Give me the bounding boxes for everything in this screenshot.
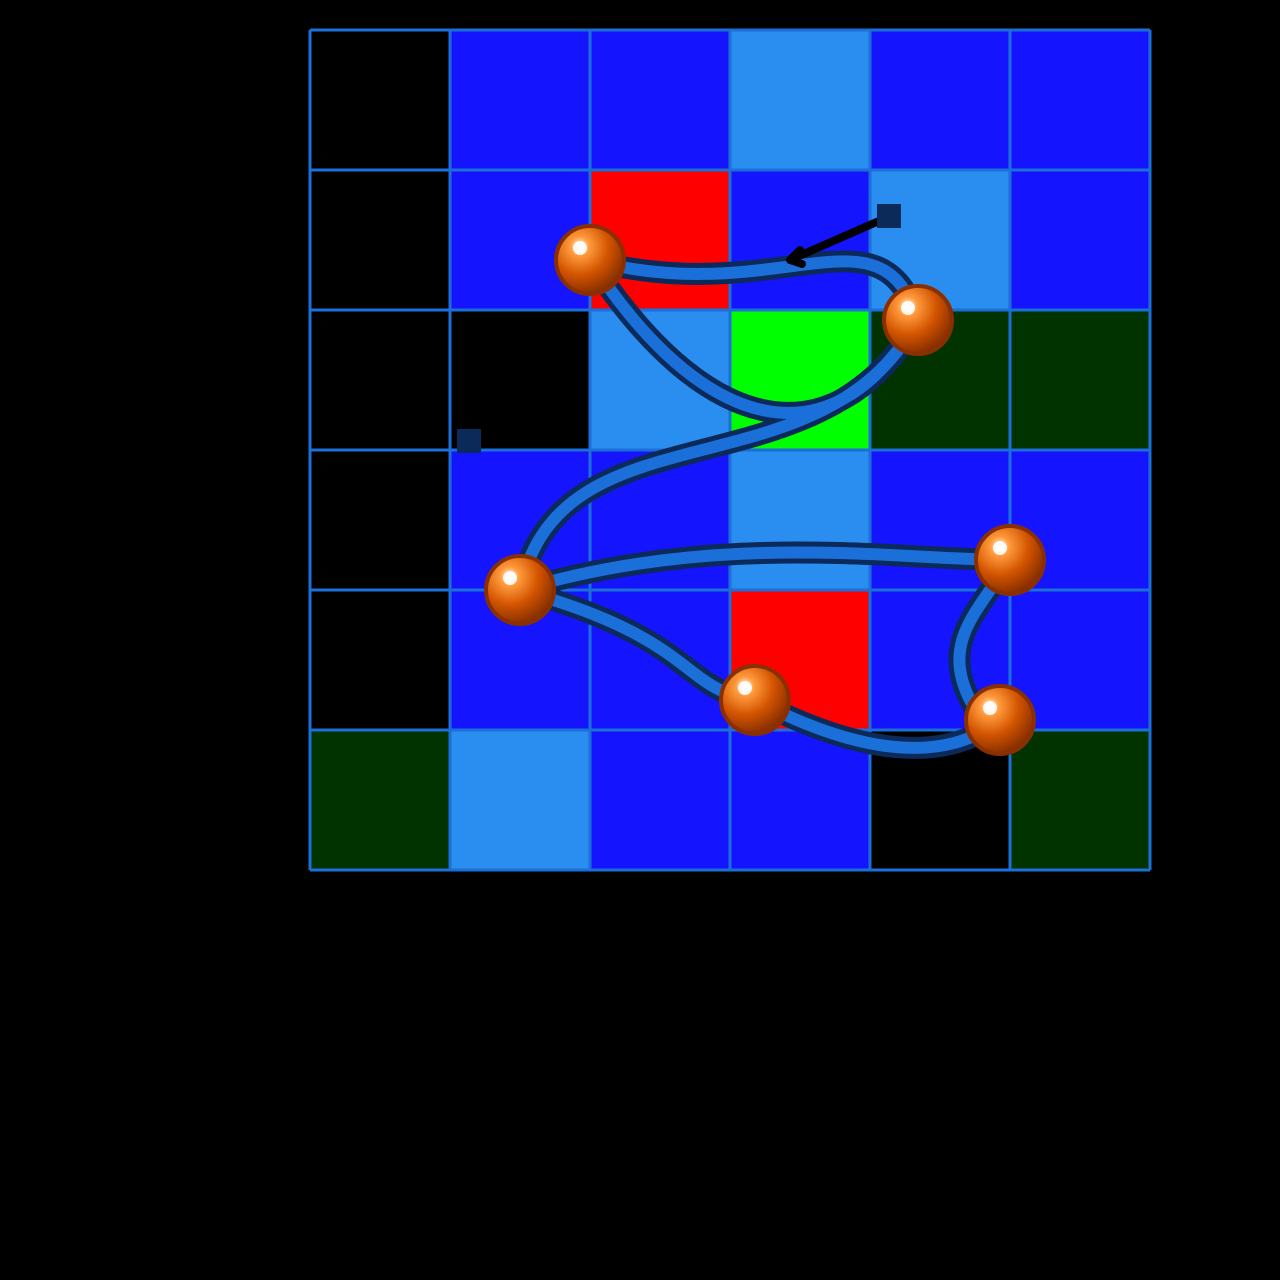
- grid-cell: [1010, 170, 1150, 310]
- grid-cell: [590, 730, 730, 870]
- grid-cell: [730, 170, 870, 310]
- node-highlight: [738, 681, 752, 695]
- node-highlight: [573, 241, 587, 255]
- node-highlight: [901, 301, 915, 315]
- grid-cell: [590, 30, 730, 170]
- node-highlight: [993, 541, 1007, 555]
- node-circle: [966, 686, 1034, 754]
- grid-cell: [310, 170, 450, 310]
- node-highlight: [983, 701, 997, 715]
- node-circle: [976, 526, 1044, 594]
- grid-cell: [310, 730, 450, 870]
- grid-cell: [730, 730, 870, 870]
- grid-cell: [730, 450, 870, 590]
- grid-cell: [870, 30, 1010, 170]
- grid-cell: [310, 310, 450, 450]
- node-circle: [486, 556, 554, 624]
- node-circle: [884, 286, 952, 354]
- grid-cell: [310, 30, 450, 170]
- grid-cell: [310, 450, 450, 590]
- node-circle: [721, 666, 789, 734]
- grid-cell: [1010, 30, 1150, 170]
- node-circle: [556, 226, 624, 294]
- node-highlight: [503, 571, 517, 585]
- grid-cell: [310, 590, 450, 730]
- square-marker: [458, 430, 480, 452]
- grid-cell: [450, 30, 590, 170]
- diagram-canvas: [0, 0, 1280, 1280]
- grid-cell: [730, 30, 870, 170]
- grid-cell: [450, 730, 590, 870]
- grid-cell: [1010, 310, 1150, 450]
- square-marker: [878, 205, 900, 227]
- grid-cell: [1010, 730, 1150, 870]
